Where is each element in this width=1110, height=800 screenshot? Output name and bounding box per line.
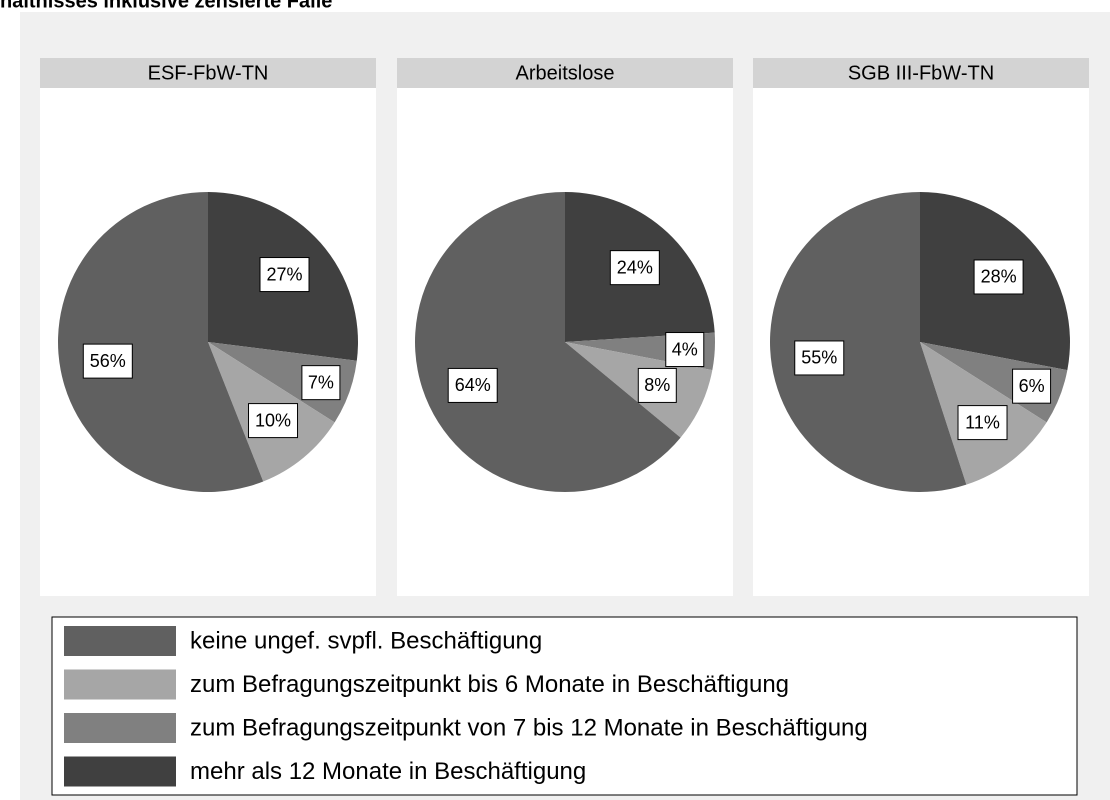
value-label-box xyxy=(794,340,845,376)
chart-title: hältnisses inklusive zensierte Fälle xyxy=(0,0,332,12)
value-label-box xyxy=(1012,368,1052,404)
value-label-box xyxy=(609,250,660,286)
value-label: 7% xyxy=(308,372,334,392)
pie-slice xyxy=(770,192,967,492)
value-label: 10% xyxy=(255,410,291,430)
panel-header xyxy=(40,58,376,88)
value-label: 56% xyxy=(90,351,126,371)
value-label-box xyxy=(957,405,1008,441)
legend-swatch xyxy=(64,626,176,656)
panel-title: Arbeitslose xyxy=(516,62,615,84)
value-label: 4% xyxy=(672,339,698,359)
panel-title: ESF-FbW-TN xyxy=(148,62,269,84)
value-label: 8% xyxy=(644,375,670,395)
value-label: 28% xyxy=(981,267,1017,287)
pie-slice xyxy=(208,342,357,423)
value-label: 24% xyxy=(617,257,653,277)
value-label: 55% xyxy=(801,348,837,368)
value-label: 27% xyxy=(266,264,302,284)
value-label-box xyxy=(665,332,705,368)
value-label: 64% xyxy=(455,375,491,395)
value-label-box xyxy=(447,367,498,403)
legend-swatch xyxy=(64,756,176,787)
panel-title: SGB III-FbW-TN xyxy=(848,62,994,84)
legend-label: keine ungef. svpfl. Beschäftigung xyxy=(190,627,542,654)
legend-label: mehr als 12 Monate in Beschäftigung xyxy=(190,758,586,785)
value-label-box xyxy=(259,257,310,293)
value-label-box xyxy=(82,343,133,379)
value-label: 11% xyxy=(965,412,1000,432)
panel-header xyxy=(397,58,733,88)
pie-slice xyxy=(58,192,264,492)
legend-label: zum Befragungszeitpunkt bis 6 Monate in … xyxy=(190,671,789,698)
legend-box xyxy=(51,616,1078,796)
value-label-box xyxy=(248,403,299,439)
value-label: 6% xyxy=(1019,376,1045,396)
legend-swatch xyxy=(64,713,176,743)
value-label-box xyxy=(973,259,1024,295)
panel-header xyxy=(753,58,1089,88)
value-label-box xyxy=(637,367,677,403)
legend-swatch xyxy=(64,669,176,700)
pie-slice xyxy=(414,192,681,492)
legend-label: zum Befragungszeitpunkt von 7 bis 12 Mon… xyxy=(190,714,868,741)
value-label-box xyxy=(301,365,341,401)
